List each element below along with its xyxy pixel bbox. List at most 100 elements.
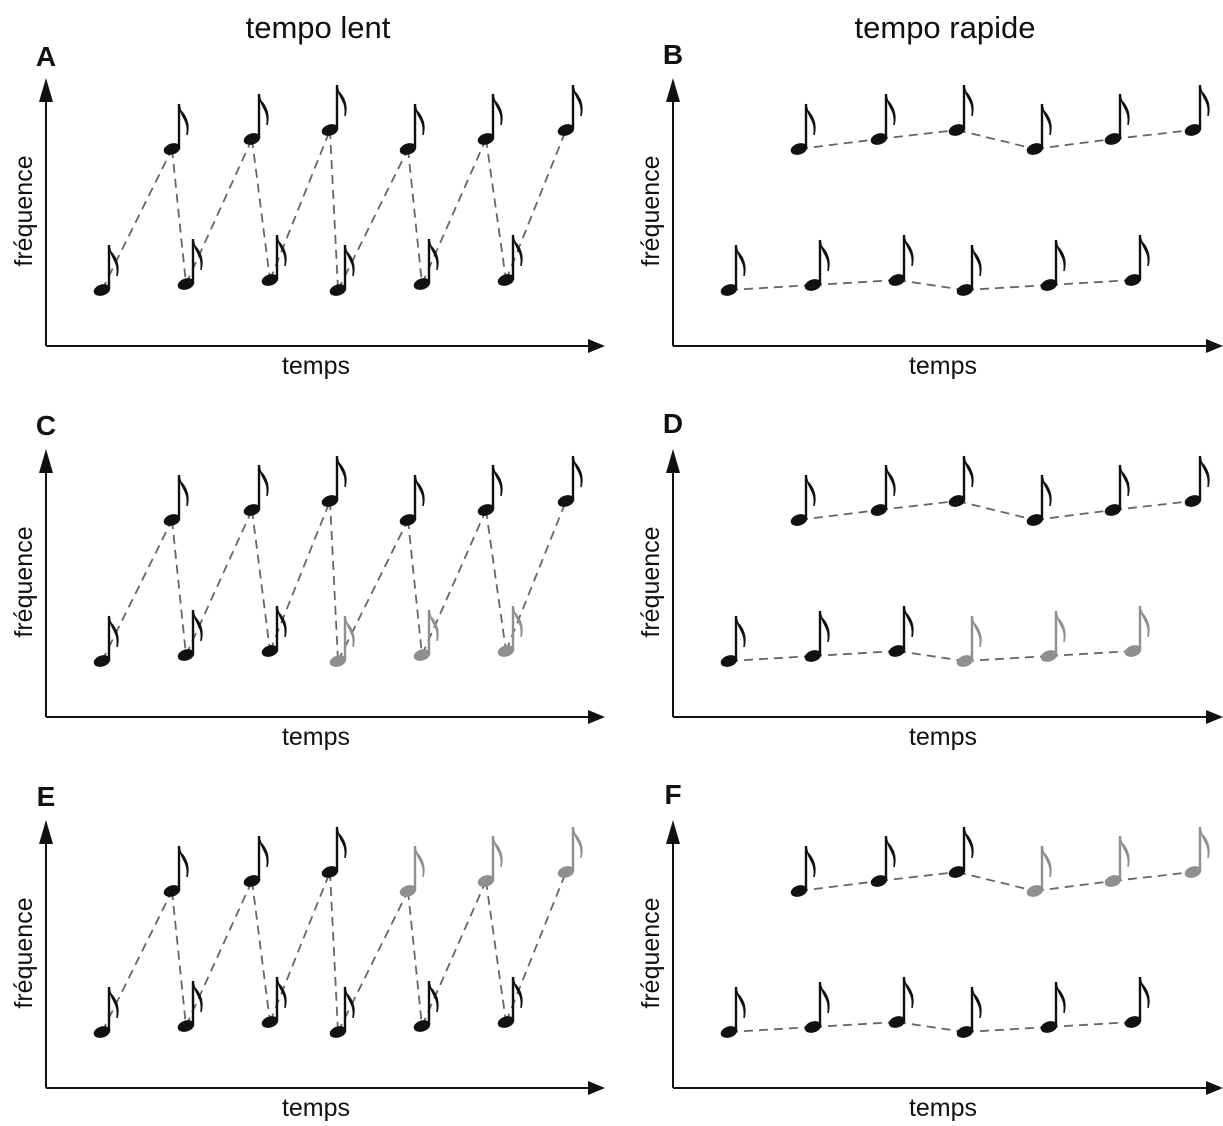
link-segment <box>337 890 409 1033</box>
y-axis-arrow <box>39 78 53 102</box>
note-low-5 <box>261 605 287 657</box>
note-low-9 <box>1040 981 1066 1033</box>
link-segment <box>251 509 271 652</box>
y-axis-arrow <box>666 449 680 473</box>
link-segment <box>185 138 253 285</box>
link-segment <box>421 880 487 1027</box>
link-segment <box>185 509 253 656</box>
link-segment-high <box>798 509 880 521</box>
axes <box>666 78 1223 353</box>
note-high-2 <box>163 845 189 897</box>
note-low-11 <box>1124 605 1150 657</box>
link-segment <box>269 129 331 281</box>
link-segment-high <box>956 129 1036 150</box>
note-high-8 <box>399 474 425 526</box>
link-segment-low <box>1048 1021 1134 1028</box>
note-high-12 <box>1184 84 1210 136</box>
note-low-11 <box>497 234 523 286</box>
link-segment <box>101 519 173 662</box>
note-low-3 <box>804 610 830 662</box>
note-low-5 <box>888 234 914 286</box>
link-segment <box>171 148 187 285</box>
note-low-3 <box>177 609 203 661</box>
link-segment <box>251 880 271 1023</box>
note-high-12 <box>1184 455 1210 507</box>
note-low-7 <box>956 615 982 667</box>
link-segment <box>337 148 409 291</box>
link-segment-high <box>798 138 880 150</box>
note-high-8 <box>1026 845 1052 897</box>
note-high-2 <box>790 474 816 526</box>
y-axis-arrow <box>666 820 680 844</box>
y-axis-label: fréquence <box>10 526 38 637</box>
link-segment-high <box>1112 129 1194 140</box>
link-segment <box>421 138 487 285</box>
note-low-7 <box>329 244 355 296</box>
link-segment <box>171 890 187 1027</box>
column-title-left: tempo lent <box>246 10 391 45</box>
link-segment-low <box>964 1026 1050 1033</box>
note-low-7 <box>956 986 982 1038</box>
note-low-5 <box>261 976 287 1028</box>
link-segment-low <box>1048 279 1134 286</box>
link-segment-high <box>878 871 958 882</box>
note-low-11 <box>1124 976 1150 1028</box>
note-high-2 <box>163 474 189 526</box>
note-high-12 <box>557 84 583 136</box>
dashed-links <box>728 129 1194 291</box>
note-high-10 <box>1104 464 1130 516</box>
note-high-2 <box>790 845 816 897</box>
note-high-10 <box>1104 835 1130 887</box>
note-high-4 <box>870 93 896 145</box>
link-segment <box>485 509 507 652</box>
x-axis-label: temps <box>282 723 350 751</box>
note-low-1 <box>720 986 746 1038</box>
link-segment-low <box>1048 650 1134 657</box>
note-high-4 <box>243 93 269 145</box>
link-segment <box>269 500 331 652</box>
y-axis-arrow <box>39 449 53 473</box>
panel-letter: C <box>36 410 56 441</box>
note-low-3 <box>177 238 203 290</box>
note-high-2 <box>163 103 189 155</box>
dashed-links <box>101 871 567 1033</box>
axes <box>666 449 1223 724</box>
column-title-right: tempo rapide <box>855 10 1036 45</box>
note-low-3 <box>804 981 830 1033</box>
note-high-10 <box>477 93 503 145</box>
note-high-2 <box>790 103 816 155</box>
link-segment-low <box>896 650 966 662</box>
note-high-10 <box>477 835 503 887</box>
y-axis-arrow <box>39 820 53 844</box>
link-segment-high <box>956 500 1036 521</box>
note-high-4 <box>243 835 269 887</box>
link-segment-high <box>878 500 958 511</box>
note-low-11 <box>497 976 523 1028</box>
note-low-5 <box>888 605 914 657</box>
axes <box>39 449 605 724</box>
note-low-11 <box>1124 234 1150 286</box>
note-high-6 <box>321 826 347 878</box>
panel-letter: A <box>36 41 56 72</box>
link-segment <box>329 871 339 1033</box>
link-segment-low <box>812 279 898 286</box>
note-low-7 <box>329 615 355 667</box>
dashed-links <box>728 871 1194 1033</box>
note-low-3 <box>804 239 830 291</box>
link-segment <box>505 871 567 1023</box>
x-axis-arrow <box>1206 339 1223 353</box>
link-segment-high <box>798 880 880 892</box>
link-segment-low <box>812 650 898 657</box>
panel-letter: B <box>663 39 683 70</box>
x-axis-arrow <box>1206 1081 1223 1095</box>
note-high-12 <box>1184 826 1210 878</box>
dashed-links <box>101 500 567 662</box>
x-axis-arrow <box>588 710 605 724</box>
link-segment <box>185 880 253 1027</box>
link-segment <box>407 519 423 656</box>
note-high-6 <box>948 455 974 507</box>
